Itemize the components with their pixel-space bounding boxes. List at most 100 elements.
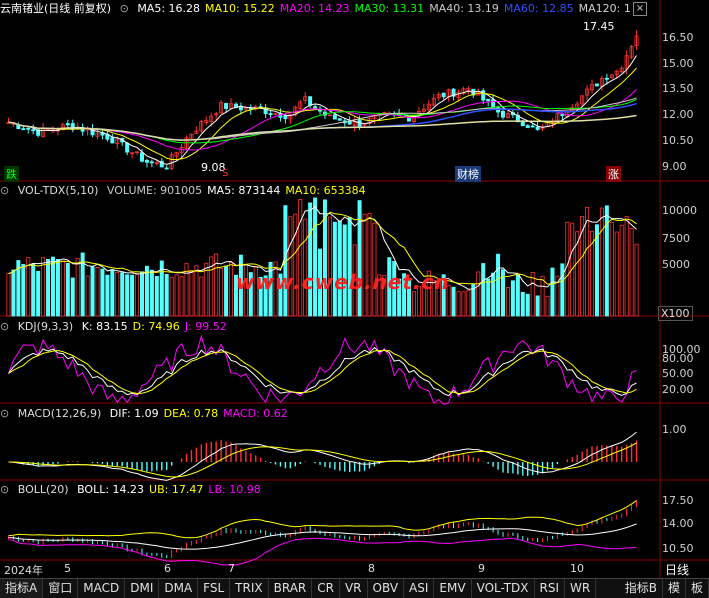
s-marker[interactable]: S [222, 168, 229, 179]
tab-cr[interactable]: CR [312, 579, 340, 598]
candle-body [273, 112, 278, 115]
volume-bar [392, 261, 397, 317]
close-icon[interactable]: × [633, 2, 647, 16]
low-label: 9.08 [201, 161, 226, 174]
volume-bar [125, 274, 130, 317]
volume-bar [431, 279, 436, 317]
tab-rsi[interactable]: RSI [535, 579, 566, 598]
tab-brar[interactable]: BRAR [269, 579, 313, 598]
tab-vol-tdx[interactable]: VOL-TDX [472, 579, 535, 598]
panel-icon[interactable]: ⊙ [0, 320, 10, 333]
candle-body [204, 120, 209, 123]
boll-axis-label: 17.50 [662, 494, 694, 507]
candle-body [629, 46, 634, 58]
boll-title[interactable]: BOLL(20) [17, 483, 69, 496]
candle-body [135, 151, 140, 154]
tab-asi[interactable]: ASI [404, 579, 435, 598]
main-panel-header: 云南锗业(日线 前复权) ⊙ MA5: 16.28 MA10: 15.22 MA20… [0, 0, 641, 18]
volume-bar [505, 287, 510, 317]
volume-bar [26, 257, 31, 317]
volume-bar [352, 244, 357, 317]
volume-bar [139, 271, 144, 317]
volume-bar [313, 197, 318, 317]
tab-dmi[interactable]: DMI [125, 579, 160, 598]
volume-bar [120, 272, 125, 317]
volume-bar [441, 274, 446, 317]
panel-icon[interactable]: ⊙ [0, 407, 10, 420]
volume-bar [624, 216, 629, 317]
volume-bar [347, 217, 352, 317]
candle-body [298, 101, 303, 109]
candle-body [139, 152, 144, 162]
tab-right[interactable]: 板 [686, 579, 709, 598]
volume-bar [46, 258, 51, 317]
boll-axis-label: 14.00 [662, 517, 694, 530]
vol-value: VOLUME: 901005 [106, 184, 203, 197]
tab-fsl[interactable]: FSL [198, 579, 231, 598]
panel-icon[interactable]: ⊙ [0, 184, 10, 197]
volume-bar [491, 272, 496, 317]
candle-body [530, 125, 535, 128]
volume-bar [555, 275, 560, 317]
candle-body [31, 129, 36, 132]
candle-body [36, 129, 41, 136]
volume-bar [407, 278, 412, 317]
candle-body [426, 103, 431, 110]
tab-macd[interactable]: MACD [78, 579, 126, 598]
die-marker[interactable]: 跌 [4, 166, 19, 182]
volume-bar [11, 269, 16, 317]
candle-body [209, 115, 214, 122]
macd-title[interactable]: MACD(12,26,9) [17, 407, 102, 420]
kdj-title[interactable]: KDJ(9,3,3) [17, 320, 74, 333]
volume-bar [248, 272, 253, 317]
candle-body [125, 142, 130, 153]
vol-axis-label: 5000 [662, 258, 690, 271]
date-tick: 9 [478, 562, 485, 575]
volume-bar [421, 283, 426, 317]
tab-obv[interactable]: OBV [368, 579, 405, 598]
watermark: www.cweb.net.cn [236, 270, 450, 294]
period-label[interactable]: 日线 [665, 563, 690, 577]
volume-bar [590, 230, 595, 317]
kdj-value: J: 99.52 [184, 320, 227, 333]
volume-bar [570, 222, 575, 317]
volume-bar [144, 265, 149, 317]
ma-toggle-icon[interactable]: ⊙ [119, 2, 129, 15]
volume-bar [426, 270, 431, 317]
tab-trix[interactable]: TRIX [230, 579, 269, 598]
kdj-value: D: 74.96 [132, 320, 180, 333]
volume-bar [599, 207, 604, 317]
candle-body [431, 97, 436, 106]
volume-bar [565, 221, 570, 317]
volume-bar [65, 263, 70, 317]
boll-lb-line [8, 537, 637, 566]
volume-bar [174, 274, 179, 317]
tab-wr[interactable]: WR [565, 579, 597, 598]
boll-ub-line [8, 500, 637, 539]
tab-dma[interactable]: DMA [159, 579, 199, 598]
volume-bar [342, 224, 347, 317]
zhang-marker[interactable]: 涨 [606, 166, 621, 182]
volume-bar [594, 224, 599, 317]
candle-body [65, 123, 70, 126]
candle-body [144, 160, 149, 163]
candle-body [159, 160, 164, 168]
volume-bar [501, 269, 506, 317]
kdj-d-line [8, 349, 637, 395]
tab-right[interactable]: 模 [663, 579, 686, 598]
boll-value: UB: 17.47 [149, 483, 204, 496]
caibang-marker[interactable]: 财榜 [455, 166, 481, 182]
volume-bar [149, 269, 154, 317]
tab-指标a[interactable]: 指标A [0, 579, 44, 598]
candle-body [491, 99, 496, 108]
tab-emv[interactable]: EMV [434, 579, 472, 598]
candle-body [308, 96, 313, 106]
tab-vr[interactable]: VR [340, 579, 368, 598]
vol-title[interactable]: VOL-TDX(5,10) [17, 184, 99, 197]
macd-value: DIF: 1.09 [109, 407, 159, 420]
panel-icon[interactable]: ⊙ [0, 483, 10, 496]
tab-right[interactable]: 指标B [620, 579, 663, 598]
stock-title[interactable]: 云南锗业(日线 前复权) [0, 2, 112, 15]
tab-窗口[interactable]: 窗口 [43, 579, 79, 598]
volume-bar [6, 273, 11, 317]
